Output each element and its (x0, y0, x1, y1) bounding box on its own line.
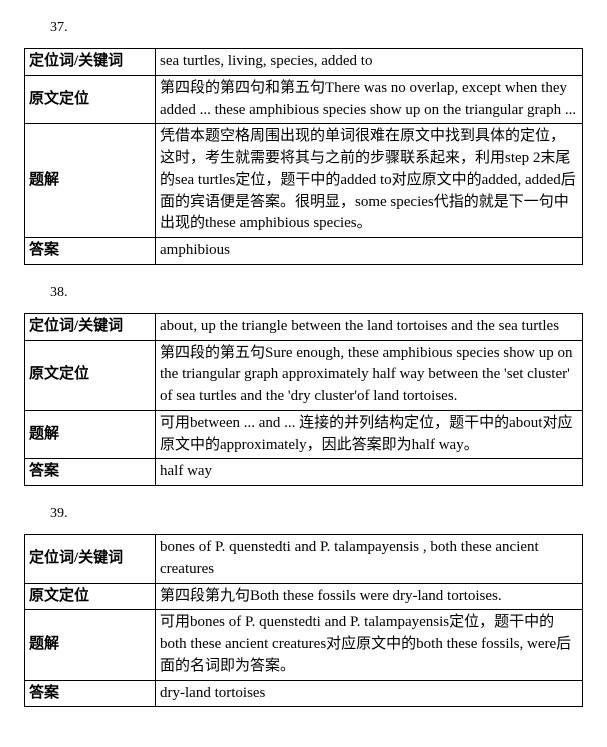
row-label-keywords: 定位词/关键词 (25, 49, 156, 76)
row-content-locate: 第四段的第四句和第五句There was no overlap, except … (156, 75, 583, 124)
row-content-answer: half way (156, 459, 583, 486)
table-row: 定位词/关键词 sea turtles, living, species, ad… (25, 49, 583, 76)
row-label-answer: 答案 (25, 459, 156, 486)
row-label-locate: 原文定位 (25, 583, 156, 610)
table-row: 答案 half way (25, 459, 583, 486)
row-label-locate: 原文定位 (25, 75, 156, 124)
row-content-explain: 可用between ... and ... 连接的并列结构定位，题干中的abou… (156, 410, 583, 459)
table-row: 原文定位 第四段的第五句Sure enough, these amphibiou… (25, 340, 583, 410)
row-content-answer: amphibious (156, 238, 583, 265)
row-content-keywords: bones of P. quenstedti and P. talampayen… (156, 535, 583, 584)
row-label-keywords: 定位词/关键词 (25, 535, 156, 584)
row-content-explain: 凭借本题空格周围出现的单词很难在原文中找到具体的定位，这时，考生就需要将其与之前… (156, 124, 583, 238)
row-label-locate: 原文定位 (25, 340, 156, 410)
row-content-answer: dry-land tortoises (156, 680, 583, 707)
row-label-explain: 题解 (25, 410, 156, 459)
row-content-keywords: about, up the triangle between the land … (156, 313, 583, 340)
row-label-answer: 答案 (25, 238, 156, 265)
table-row: 定位词/关键词 bones of P. quenstedti and P. ta… (25, 535, 583, 584)
table-row: 原文定位 第四段的第四句和第五句There was no overlap, ex… (25, 75, 583, 124)
table-37: 定位词/关键词 sea turtles, living, species, ad… (24, 48, 583, 265)
table-row: 原文定位 第四段第九句Both these fossils were dry-l… (25, 583, 583, 610)
table-39: 定位词/关键词 bones of P. quenstedti and P. ta… (24, 534, 583, 707)
section-number-38: 38. (50, 285, 583, 301)
row-content-locate: 第四段的第五句Sure enough, these amphibious spe… (156, 340, 583, 410)
table-row: 答案 amphibious (25, 238, 583, 265)
table-row: 定位词/关键词 about, up the triangle between t… (25, 313, 583, 340)
row-content-keywords: sea turtles, living, species, added to (156, 49, 583, 76)
section-number-39: 39. (50, 506, 583, 522)
row-label-answer: 答案 (25, 680, 156, 707)
section-number-37: 37. (50, 20, 583, 36)
table-38: 定位词/关键词 about, up the triangle between t… (24, 313, 583, 486)
table-row: 答案 dry-land tortoises (25, 680, 583, 707)
row-content-locate: 第四段第九句Both these fossils were dry-land t… (156, 583, 583, 610)
row-label-keywords: 定位词/关键词 (25, 313, 156, 340)
table-row: 题解 可用between ... and ... 连接的并列结构定位，题干中的a… (25, 410, 583, 459)
row-label-explain: 题解 (25, 124, 156, 238)
table-row: 题解 凭借本题空格周围出现的单词很难在原文中找到具体的定位，这时，考生就需要将其… (25, 124, 583, 238)
